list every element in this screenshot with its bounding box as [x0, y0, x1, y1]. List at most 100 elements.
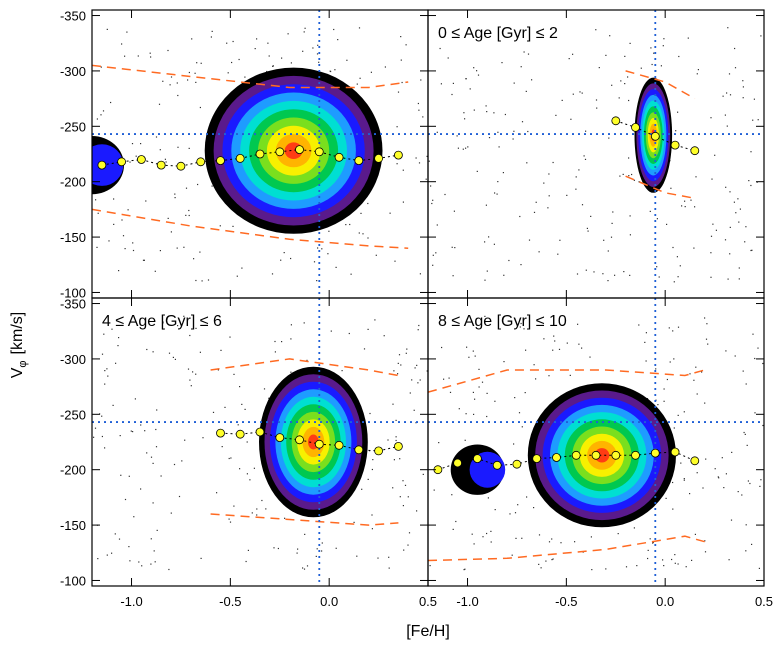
star-point	[747, 480, 749, 482]
star-point	[578, 343, 580, 345]
mean-point	[571, 450, 581, 460]
mean-point	[295, 145, 304, 155]
star-point	[119, 435, 121, 437]
star-point	[540, 567, 542, 569]
star-point	[392, 487, 394, 489]
star-point	[374, 319, 376, 321]
star-point	[683, 479, 685, 481]
star-point	[170, 512, 172, 514]
star-point	[636, 565, 638, 567]
star-point	[335, 547, 337, 549]
x-tick-label: -0.5	[219, 594, 241, 609]
star-point	[263, 388, 266, 390]
star-point	[121, 219, 123, 221]
panel-1: 0 ≤ Age [Gyr] ≤ 2	[428, 10, 764, 298]
star-point	[715, 229, 717, 231]
mean-point	[235, 429, 245, 439]
star-point	[112, 404, 114, 406]
star-point	[589, 356, 591, 358]
star-point	[490, 530, 492, 532]
panel-label: 4 ≤ Age [Gyr] ≤ 6	[102, 313, 222, 330]
mean-trend-line	[101, 149, 399, 167]
star-point	[188, 214, 190, 217]
axes-layer: -100-150-200-250-300-350-100-150-200-250…	[60, 9, 773, 609]
y-tick-label: -350	[60, 297, 86, 312]
star-point	[465, 147, 467, 149]
star-point	[693, 379, 695, 381]
density-contours	[92, 67, 383, 234]
star-point	[701, 371, 703, 373]
star-point	[676, 256, 678, 258]
star-point	[399, 496, 401, 498]
star-point	[272, 65, 274, 67]
star-point	[281, 341, 283, 343]
star-point	[124, 248, 126, 250]
star-point	[425, 178, 427, 180]
star-point	[165, 161, 167, 163]
star-point	[149, 52, 151, 54]
star-point	[195, 279, 197, 282]
star-point	[317, 44, 319, 46]
star-point	[596, 107, 598, 109]
star-point	[397, 362, 399, 364]
star-point	[511, 554, 513, 556]
star-point	[356, 83, 358, 85]
star-point	[130, 430, 132, 432]
star-point	[609, 35, 611, 37]
star-point	[212, 411, 215, 413]
star-point	[674, 562, 676, 564]
star-point	[413, 409, 415, 411]
star-point	[433, 489, 435, 491]
star-point	[126, 31, 128, 33]
star-point	[704, 551, 707, 553]
star-point	[655, 368, 657, 370]
star-point	[672, 330, 674, 332]
star-point	[428, 160, 430, 162]
star-point	[465, 413, 467, 415]
star-point	[514, 397, 516, 399]
star-point	[509, 513, 511, 515]
star-point	[145, 200, 147, 202]
star-point	[106, 554, 108, 556]
star-point	[666, 223, 668, 225]
star-point	[383, 335, 385, 337]
y-tick-label: -350	[60, 9, 86, 24]
star-point	[227, 72, 229, 74]
star-point	[751, 249, 753, 251]
star-point	[132, 431, 134, 433]
star-point	[135, 155, 137, 157]
star-point	[473, 67, 475, 69]
star-point	[164, 158, 166, 160]
y-tick-label: -300	[60, 64, 86, 79]
star-point	[595, 99, 598, 101]
star-point	[750, 249, 752, 252]
star-point	[231, 61, 233, 64]
star-point	[622, 173, 624, 175]
star-point	[246, 441, 248, 443]
star-point	[739, 208, 741, 210]
star-point	[471, 533, 473, 535]
x-tick-label: 0.5	[755, 594, 773, 609]
star-point	[140, 424, 142, 426]
star-point	[607, 250, 609, 252]
star-point	[581, 204, 584, 206]
star-point	[422, 116, 424, 118]
star-point	[647, 557, 649, 560]
star-point	[312, 47, 314, 49]
star-point	[683, 478, 685, 480]
star-point	[345, 224, 347, 226]
star-point	[561, 99, 563, 101]
star-point	[577, 323, 579, 325]
star-point	[583, 155, 585, 157]
star-point	[303, 568, 306, 570]
star-point	[419, 273, 421, 275]
mean-point	[670, 140, 680, 150]
star-point	[268, 55, 270, 57]
star-point	[633, 527, 635, 529]
star-point	[745, 383, 747, 385]
star-point	[113, 198, 115, 200]
star-point	[474, 398, 476, 400]
star-point	[201, 280, 203, 282]
star-point	[177, 325, 179, 327]
